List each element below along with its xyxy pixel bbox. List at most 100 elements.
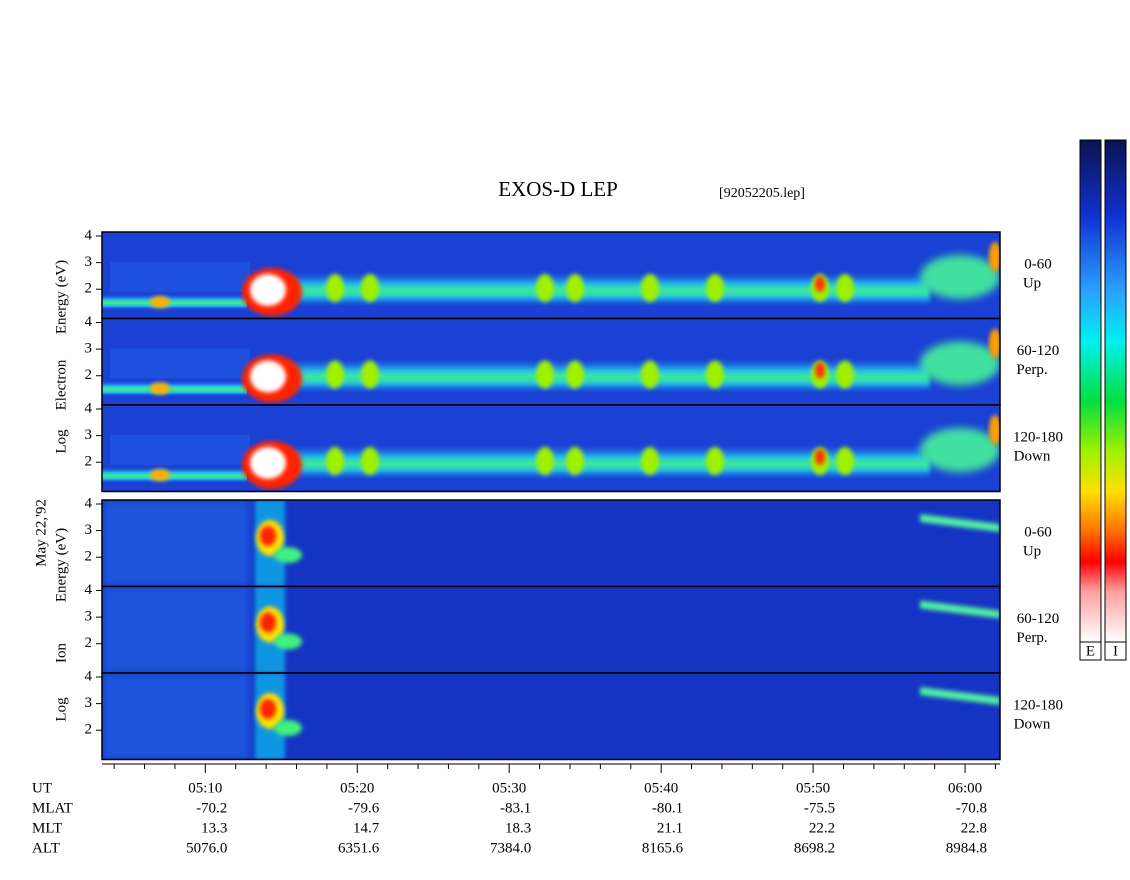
pitch-label: 120-180: [1013, 429, 1063, 445]
blob: [274, 633, 302, 650]
blob: [920, 428, 1000, 472]
band: [290, 445, 930, 479]
blob: [150, 382, 170, 395]
x-tick-label: 05:30: [492, 780, 526, 796]
blob: [260, 526, 276, 546]
y-axis-label: Log: [53, 429, 69, 454]
y-axis-label: Energy (eV): [53, 260, 69, 334]
blob: [566, 274, 584, 302]
y-tick-label: 4: [85, 668, 93, 684]
panel-frame: [101, 672, 1001, 761]
blob: [815, 449, 825, 465]
date-label: May 22,'92: [33, 499, 49, 567]
x-tick-label: 05:50: [796, 780, 830, 796]
direction-label: Down: [1014, 716, 1051, 732]
blob: [641, 274, 659, 302]
y-tick-label: 4: [85, 314, 93, 330]
blob: [641, 360, 659, 389]
y-tick-label: 3: [85, 254, 93, 270]
ephemeris-value: -70.8: [956, 800, 987, 816]
blob: [150, 469, 170, 481]
blob: [536, 274, 554, 302]
y-tick-label: 4: [85, 227, 93, 243]
colorbar-label: E: [1086, 643, 1095, 659]
direction-label: Down: [1014, 448, 1051, 464]
ephemeris-value: -80.1: [652, 800, 683, 816]
ephemeris-label: MLAT: [32, 800, 73, 816]
blob: [274, 547, 302, 563]
ephemeris-value: 8165.6: [642, 840, 684, 856]
direction-label: Up: [1023, 543, 1041, 559]
blob: [836, 274, 854, 302]
blob: [326, 360, 344, 389]
streak: [920, 687, 1000, 705]
y-tick-label: 3: [85, 427, 93, 443]
blob: [326, 447, 344, 475]
blob: [706, 274, 724, 302]
pitch-label: 60-120: [1017, 343, 1060, 359]
blob: [989, 242, 1000, 272]
blob: [361, 447, 379, 475]
direction-label: Perp.: [1016, 630, 1047, 646]
blob: [274, 720, 302, 736]
spectrogram: [102, 673, 1000, 760]
blob: [260, 699, 276, 719]
colorbar-label: I: [1113, 643, 1118, 659]
band: [110, 435, 250, 465]
y-tick-label: 3: [85, 522, 93, 538]
blob: [361, 274, 379, 302]
streak: [920, 514, 1000, 532]
band: [102, 380, 247, 397]
ephemeris-value: 22.2: [809, 820, 835, 836]
blob: [920, 341, 1000, 386]
x-tick-label: 05:40: [644, 780, 678, 796]
streak: [920, 600, 1000, 619]
blob: [989, 328, 1000, 359]
y-tick-label: 2: [85, 549, 93, 565]
y-axis-label: Log: [53, 697, 69, 722]
x-tick-label: 05:10: [188, 780, 222, 796]
spectrogram: [102, 586, 1000, 673]
chart-title: EXOS-D LEP: [498, 177, 618, 201]
x-tick-label: 06:00: [948, 780, 982, 796]
direction-label: Up: [1023, 275, 1041, 291]
area: [102, 673, 250, 760]
blob: [326, 274, 344, 302]
ephemeris-value: 13.3: [201, 820, 227, 836]
blob: [566, 360, 584, 389]
ephemeris-value: 14.7: [353, 820, 380, 836]
blob: [815, 362, 825, 379]
y-tick-label: 3: [85, 609, 93, 625]
chart-subtitle: [92052205.lep]: [719, 186, 805, 201]
ephemeris-value: 21.1: [657, 820, 683, 836]
blob: [836, 360, 854, 389]
ephemeris-value: -83.1: [500, 800, 531, 816]
colorbar-box: [1079, 641, 1102, 661]
colorbar-box: [1104, 641, 1127, 661]
y-tick-label: 4: [85, 582, 93, 598]
band: [110, 262, 250, 292]
blob: [361, 360, 379, 389]
pitch-label: 0-60: [1024, 524, 1052, 540]
ephemeris-value: 7384.0: [490, 840, 531, 856]
direction-label: Perp.: [1016, 362, 1047, 378]
spectrogram-bg: [102, 586, 1000, 673]
blob: [536, 360, 554, 389]
blob: [815, 276, 825, 292]
y-tick-label: 2: [85, 635, 93, 651]
spectrogram: [102, 405, 1000, 492]
spectrogram: [102, 500, 1000, 587]
blob: [989, 415, 1000, 445]
y-tick-label: 3: [85, 695, 93, 711]
ephemeris-value: -75.5: [804, 800, 835, 816]
spectrogram-bg: [102, 673, 1000, 760]
y-tick-label: 2: [85, 722, 93, 738]
band: [102, 294, 247, 310]
y-tick-label: 2: [85, 454, 93, 470]
y-axis-label: Energy (eV): [53, 528, 69, 602]
ephemeris-value: 8698.2: [794, 840, 835, 856]
panel-frame: [101, 404, 1001, 493]
ephemeris-value: 18.3: [505, 820, 531, 836]
band: [290, 358, 930, 393]
